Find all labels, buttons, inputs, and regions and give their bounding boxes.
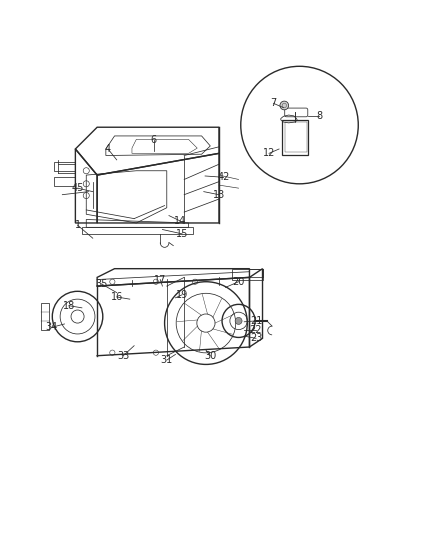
Text: 17: 17 bbox=[154, 274, 166, 285]
Text: 6: 6 bbox=[151, 135, 157, 146]
Text: 16: 16 bbox=[111, 292, 123, 302]
Text: 34: 34 bbox=[45, 322, 57, 333]
Text: 12: 12 bbox=[263, 148, 275, 158]
Text: 45: 45 bbox=[71, 183, 84, 193]
Text: 23: 23 bbox=[250, 333, 262, 343]
Text: 4: 4 bbox=[105, 144, 111, 154]
Text: 15: 15 bbox=[176, 229, 188, 239]
Text: 33: 33 bbox=[117, 351, 129, 361]
Text: 18: 18 bbox=[63, 301, 75, 311]
Text: 42: 42 bbox=[217, 172, 230, 182]
Text: 1: 1 bbox=[74, 220, 81, 230]
Text: 14: 14 bbox=[174, 216, 186, 226]
Text: 19: 19 bbox=[176, 290, 188, 300]
Text: 20: 20 bbox=[233, 277, 245, 287]
Text: 30: 30 bbox=[204, 351, 216, 361]
Text: 8: 8 bbox=[316, 111, 322, 122]
Text: 35: 35 bbox=[95, 279, 108, 289]
Text: 7: 7 bbox=[270, 98, 276, 108]
Circle shape bbox=[235, 318, 242, 325]
Text: 13: 13 bbox=[213, 190, 225, 200]
Text: 21: 21 bbox=[250, 316, 262, 326]
Circle shape bbox=[280, 101, 289, 110]
Text: 22: 22 bbox=[250, 325, 262, 335]
Text: 31: 31 bbox=[161, 355, 173, 365]
